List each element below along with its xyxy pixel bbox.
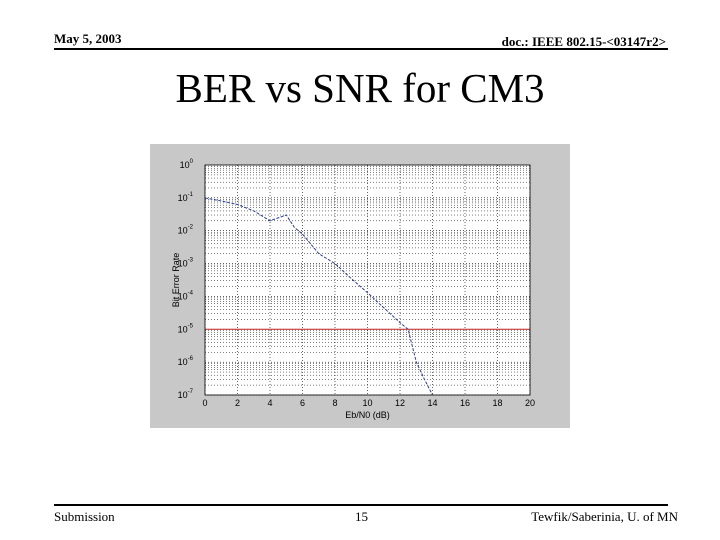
- x-tick-label: 0: [202, 398, 207, 408]
- x-tick-label: 16: [460, 398, 470, 408]
- x-tick-label: 14: [427, 398, 437, 408]
- x-axis-label: Eb/N0 (dB): [345, 410, 390, 420]
- y-tick-label: 10-7: [178, 389, 194, 400]
- header-date: May 5, 2003: [54, 31, 122, 46]
- y-tick-label: 10-1: [178, 192, 194, 203]
- series-line-0: [204, 197, 433, 396]
- x-tick-label: 8: [332, 398, 337, 408]
- y-tick-label: 10-2: [178, 225, 194, 236]
- y-tick-label: 10-6: [178, 356, 194, 367]
- x-tick-label: 4: [267, 398, 272, 408]
- footer-rule: [54, 504, 668, 506]
- chart-figure: 0 2 4 6 8 10 12 14 16 18 20 100 10-1 10-2 10-3 10-4 10-5…: [150, 144, 570, 428]
- y-tick-label: 10-3: [178, 258, 194, 269]
- x-tick-label: 20: [525, 398, 535, 408]
- header-rule: [54, 48, 668, 50]
- x-tick-label: 18: [492, 398, 502, 408]
- y-axis-label: Bit Error Rate: [171, 253, 181, 308]
- y-tick-label: 10-5: [178, 323, 194, 334]
- y-tick-label: 100: [180, 159, 194, 170]
- x-tick-label: 2: [235, 398, 240, 408]
- x-tick-label: 12: [395, 398, 405, 408]
- footer-page-number: 15: [355, 509, 368, 524]
- header-doc-id: doc.: IEEE 802.15-<03147r2>: [501, 34, 666, 49]
- slide-title: BER vs SNR for CM3: [175, 65, 545, 111]
- footer-authors: Tewfik/Saberinia, U. of MN: [531, 509, 678, 524]
- footer-submission: Submission: [54, 509, 115, 524]
- x-tick-label: 6: [300, 398, 305, 408]
- y-tick-label: 10-4: [178, 290, 194, 301]
- x-tick-label: 10: [362, 398, 372, 408]
- plot-frame: [204, 164, 531, 396]
- ber-chart: 0 2 4 6 8 10 12 14 16 18 20 100 10-1 10-2 10-3 10-4 10-5…: [171, 159, 535, 420]
